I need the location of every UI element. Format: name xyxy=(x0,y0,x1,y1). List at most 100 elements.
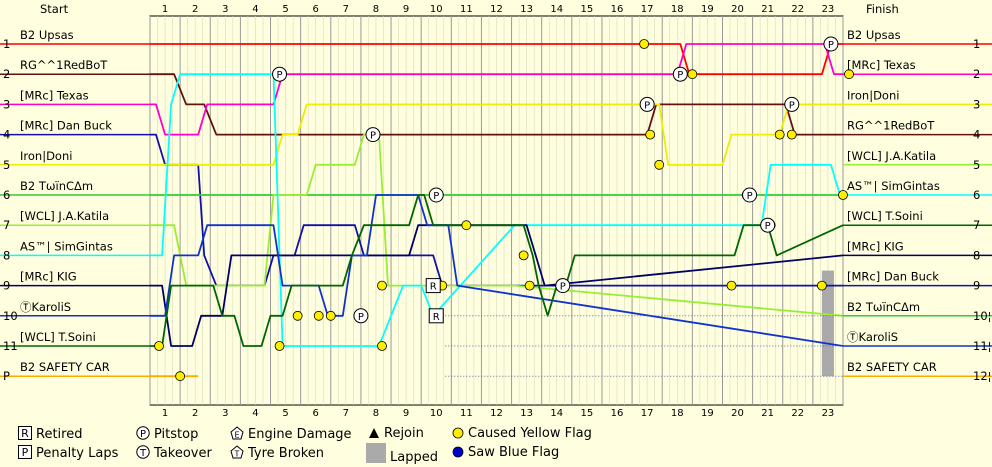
finish-driver-name: [MRc] Texas xyxy=(847,58,916,72)
finish-driver-name: RG^^1RedBoT xyxy=(847,119,935,133)
pitstop-marker-label: P xyxy=(560,282,566,293)
yellow-flag-marker xyxy=(688,70,697,79)
lap-label-top: 12 xyxy=(490,4,503,15)
lap-label-top: 16 xyxy=(611,4,624,15)
penalty-icon: P xyxy=(18,445,32,463)
lap-label-top: 9 xyxy=(403,4,409,15)
rejoin-icon xyxy=(368,427,380,443)
pitstop-marker-label: P xyxy=(677,70,683,81)
blue-flag-icon xyxy=(452,446,464,462)
start-driver-name: B2཯ SAFETY CAR xyxy=(20,360,110,374)
start-position: 5 xyxy=(3,158,10,172)
lap-label-bottom: 1 xyxy=(162,408,168,419)
finish-driver-name: B2཯ TωïnCΔm xyxy=(847,300,920,314)
pitstop-marker-label: P xyxy=(828,40,834,51)
lap-label-bottom: 7 xyxy=(343,408,349,419)
legend-penalty: P Penalty Laps xyxy=(18,445,118,463)
lap-label-bottom: 21 xyxy=(761,408,774,419)
yellow-flag-icon xyxy=(452,427,464,443)
finish-position: 7 xyxy=(973,218,980,232)
finish-position: 6 xyxy=(973,188,980,202)
pitstop-marker: P xyxy=(640,97,654,111)
lap-label-top: 22 xyxy=(791,4,804,15)
lap-label-top: 19 xyxy=(701,4,714,15)
start-position: 11 xyxy=(3,339,18,353)
retired-marker: R xyxy=(426,279,440,293)
start-driver-name: [MRc] Dan Buck xyxy=(20,119,112,133)
pitstop-marker-label: P xyxy=(277,70,283,81)
race-position-chart: PPPPPPPPPPPRR 11223344556677889910101111… xyxy=(0,0,992,422)
legend: R Retired P Penalty Laps P Pitstop T Takeove… xyxy=(0,422,992,465)
pitstop-marker-label: P xyxy=(358,312,364,323)
finish-driver-name: [MRc] Dan Buck xyxy=(847,270,939,284)
legend-retired: R Retired xyxy=(18,426,82,444)
start-position: 10 xyxy=(3,309,18,323)
legend-blue: Saw Blue Flag xyxy=(452,445,559,462)
start-driver-name: [MRc] KIG xyxy=(20,270,77,284)
yellow-flag-marker xyxy=(787,130,796,139)
pitstop-marker: P xyxy=(824,37,838,51)
retired-marker: R xyxy=(429,309,443,323)
start-driver-name: B2཯ TωïnCΔm xyxy=(20,179,93,193)
legend-rejoin: Rejoin xyxy=(368,426,424,443)
start-driver-name: [WCL] J.A.Katila xyxy=(20,209,109,223)
pitstop-marker: P xyxy=(429,188,443,202)
lap-label-bottom: 22 xyxy=(791,408,804,419)
yellow-flag-marker xyxy=(155,342,164,351)
finish-driver-name: [WCL] J.A.Katila xyxy=(847,149,936,163)
lap-label-top: 21 xyxy=(761,4,774,15)
svg-text:R: R xyxy=(21,427,29,440)
lap-label-top: 1 xyxy=(162,4,168,15)
start-driver-name: AS™| SimGintas xyxy=(20,239,113,253)
start-driver-name: ⓉKaroliS xyxy=(20,300,71,314)
lap-label-top: 7 xyxy=(343,4,349,15)
pitstop-marker-label: P xyxy=(765,221,771,232)
finish-driver-name: B2཯ SAFETY CAR xyxy=(847,360,937,374)
retired-icon: R xyxy=(18,426,32,444)
lap-label-bottom: 3 xyxy=(222,408,228,419)
pitstop-marker: P xyxy=(785,97,799,111)
svg-text:P: P xyxy=(22,446,29,459)
yellow-flag-marker xyxy=(275,342,284,351)
finish-position: 9 xyxy=(973,279,980,293)
legend-yellow: Caused Yellow Flag xyxy=(452,426,592,443)
finish-position: 11¦ xyxy=(973,339,992,353)
pitstop-marker-label: P xyxy=(370,131,376,142)
start-driver-name: RG^^1RedBoT xyxy=(20,58,108,72)
lap-label-top: 14 xyxy=(550,4,563,15)
legend-pitstop: P Pitstop xyxy=(136,426,198,444)
yellow-flag-marker xyxy=(519,251,528,260)
lap-label-bottom: 15 xyxy=(581,408,594,419)
start-driver-name: Iron|Doni xyxy=(20,149,72,163)
lap-label-bottom: 13 xyxy=(520,408,533,419)
lap-label-bottom: 10 xyxy=(430,408,443,419)
start-position: 3 xyxy=(3,97,10,111)
pitstop-marker-label: P xyxy=(789,100,795,111)
finish-driver-name: AS™| SimGintas xyxy=(847,179,940,193)
pitstop-marker: P xyxy=(273,67,287,81)
finish-driver-name: [MRc] KIG xyxy=(847,239,904,253)
lap-label-top: 13 xyxy=(520,4,533,15)
pitstop-marker: P xyxy=(673,67,687,81)
legend-lapped: Lapped xyxy=(366,443,438,467)
lap-label-top: 10 xyxy=(430,4,443,15)
pitstop-marker: P xyxy=(366,128,380,142)
yellow-flag-marker xyxy=(314,311,323,320)
pitstop-marker: P xyxy=(354,309,368,323)
yellow-flag-marker xyxy=(525,281,534,290)
lap-label-bottom: 9 xyxy=(403,408,409,419)
finish-position: 5 xyxy=(973,158,980,172)
legend-engine: E Engine Damage xyxy=(230,426,352,444)
pitstop-marker: P xyxy=(556,279,570,293)
lap-label-bottom: 5 xyxy=(282,408,288,419)
svg-text:P: P xyxy=(140,429,146,440)
yellow-flag-marker xyxy=(727,281,736,290)
lap-label-top: 23 xyxy=(822,4,835,15)
lap-label-top: 18 xyxy=(671,4,684,15)
finish-position: 1 xyxy=(973,37,980,51)
lap-label-bottom: 23 xyxy=(822,408,835,419)
yellow-flag-marker xyxy=(817,281,826,290)
yellow-flag-marker xyxy=(775,130,784,139)
start-position: 6 xyxy=(3,188,10,202)
lap-label-bottom: 19 xyxy=(701,408,714,419)
